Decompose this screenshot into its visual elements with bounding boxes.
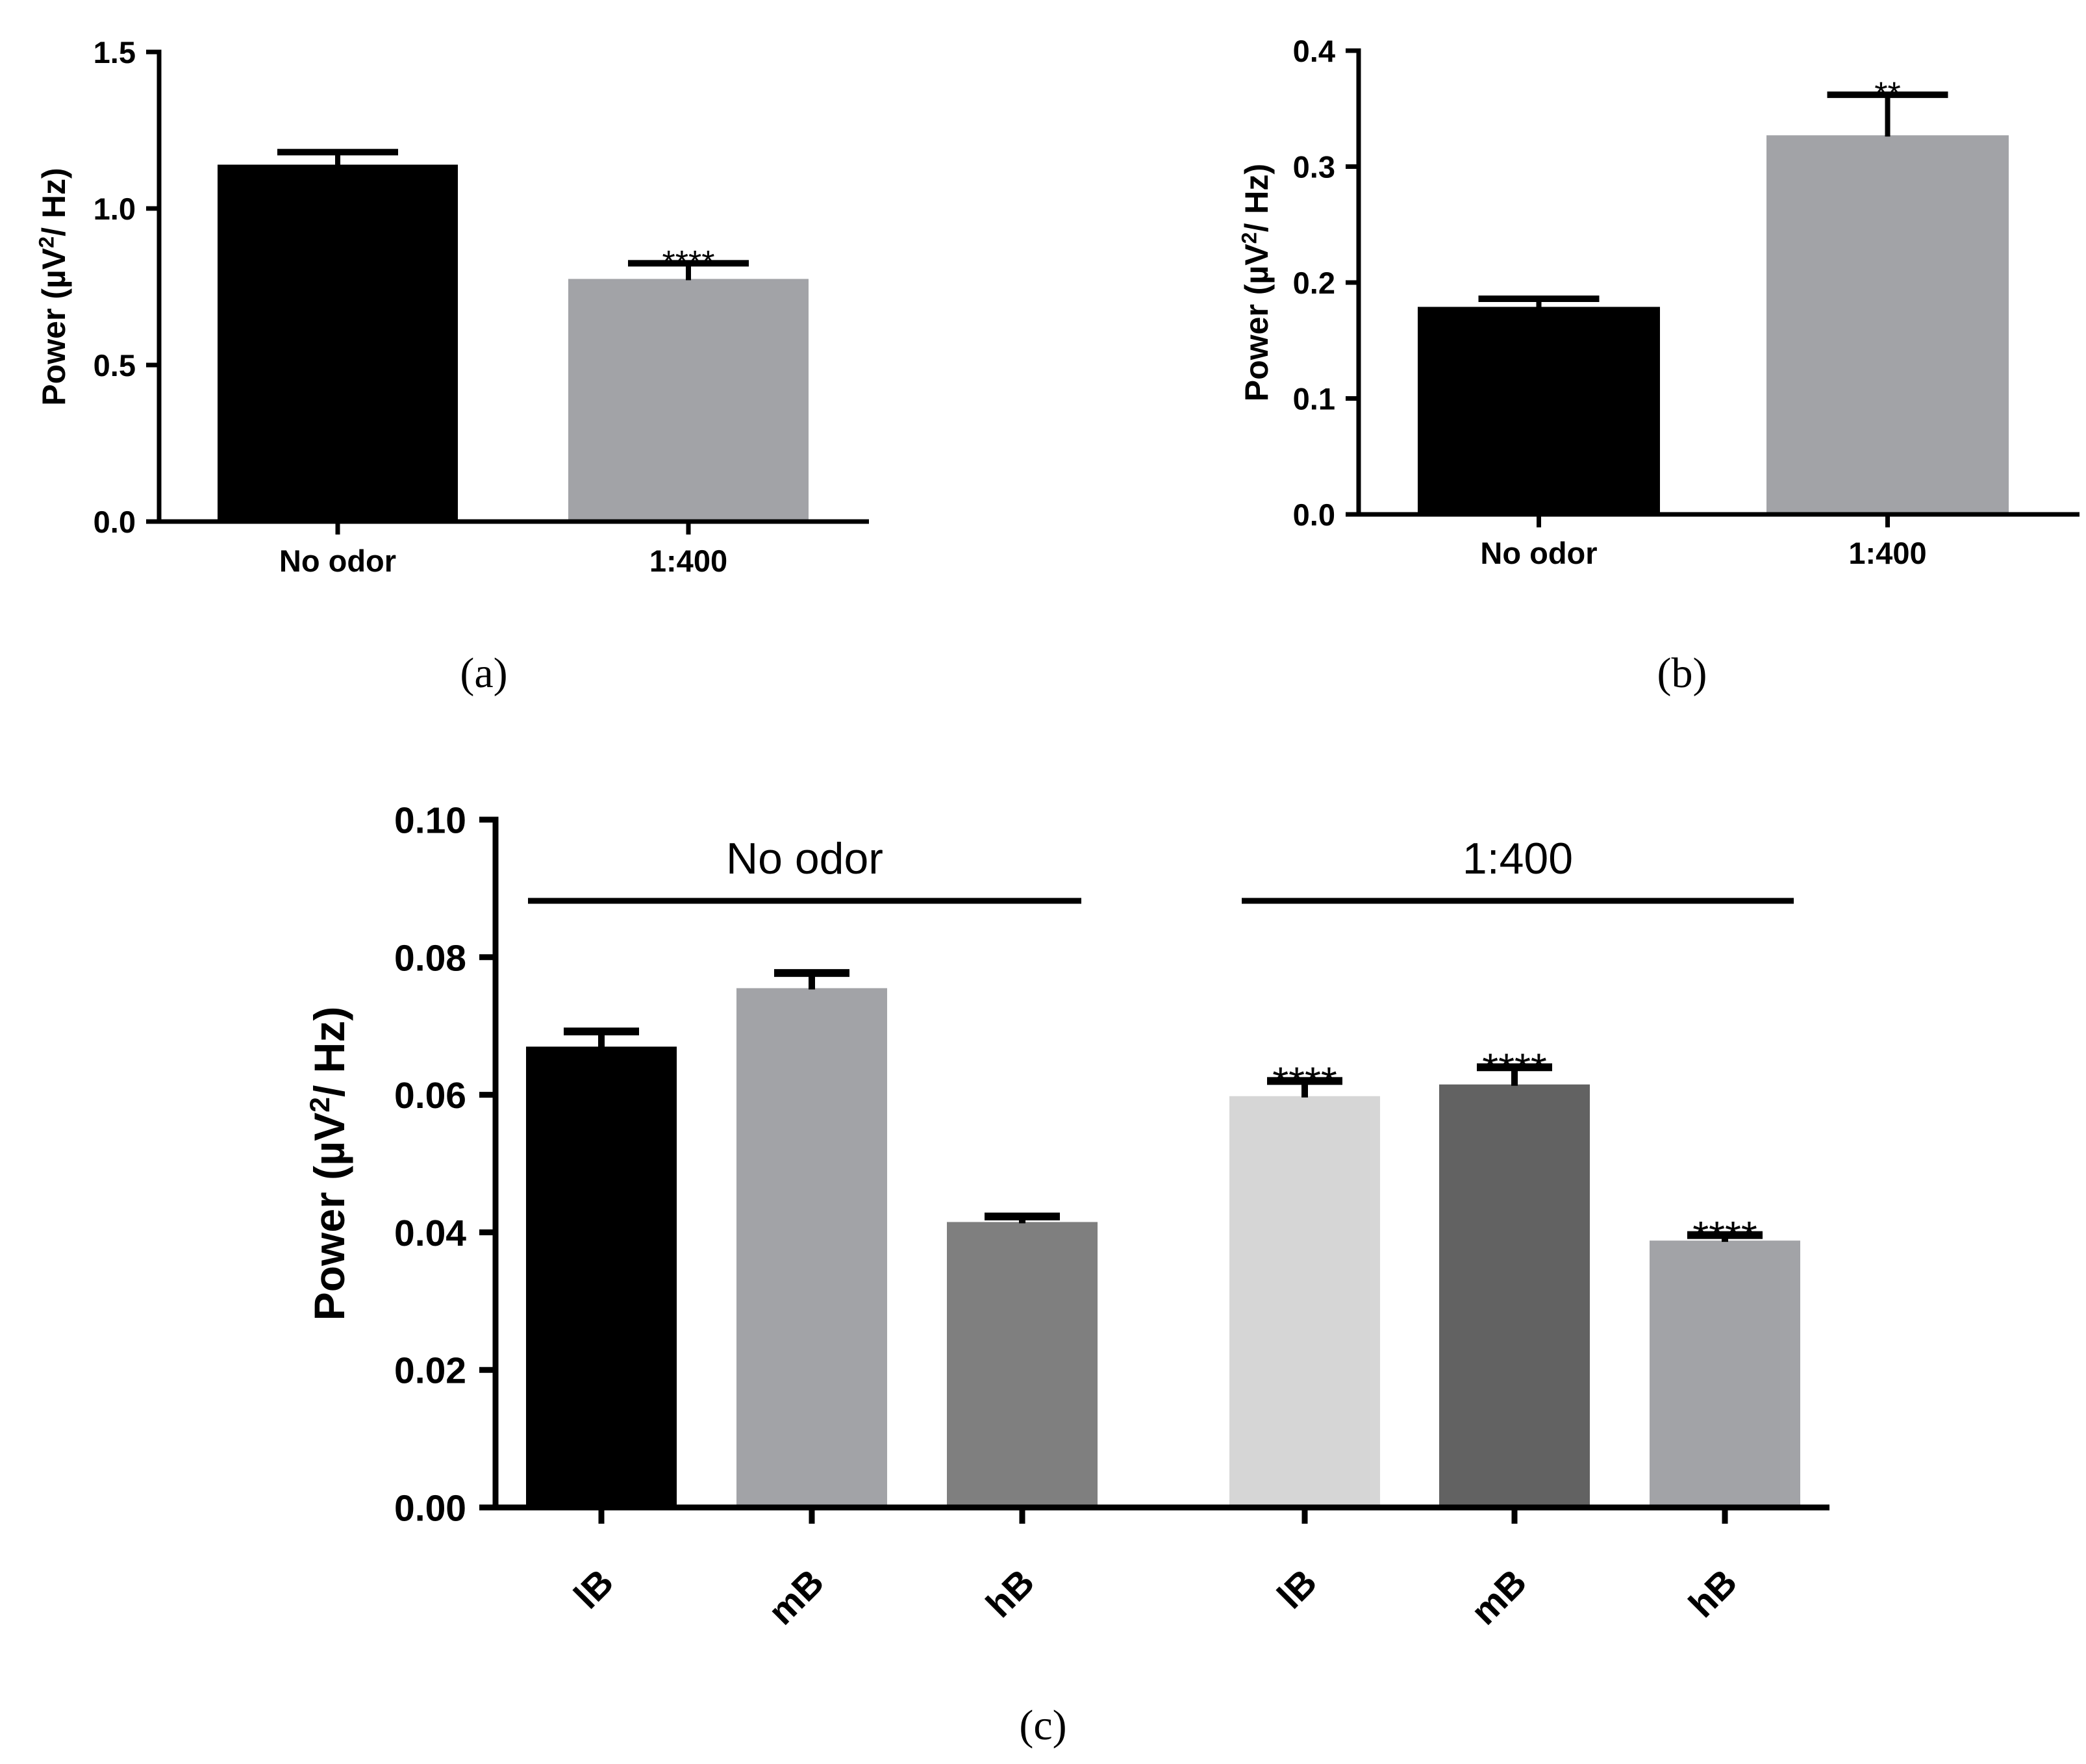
y-axis-label-sup: 2 — [35, 236, 58, 248]
bar-1 — [1418, 307, 1660, 514]
y-tick-label-2: 0.1 — [1293, 381, 1335, 416]
y-axis-label: Power (µV2/ Hz) — [35, 168, 73, 405]
significance-label-2: ** — [1874, 75, 1900, 113]
bar-1 — [526, 1046, 677, 1507]
y-tick-label-1: 0.00 — [394, 1488, 466, 1530]
x-tick-label-1: lB — [566, 1561, 622, 1617]
bar-3 — [947, 1222, 1098, 1507]
panel-caption: (a) — [460, 649, 507, 697]
y-tick-label-1: 0.0 — [1293, 498, 1335, 532]
panel-c-chart: **** **** **** 0.00 0.02 0.04 0.06 0.08 0.10 lB mB… — [305, 800, 1829, 1749]
bar-4 — [1229, 1096, 1380, 1507]
y-tick-label-3: 0.2 — [1293, 266, 1335, 300]
panel-b-chart: ** 0.0 0.1 0.2 0.3 0.4 No odor 1:400 Power (µV2/… — [1238, 34, 2080, 697]
y-axis-label-suffix: / Hz) — [1238, 164, 1275, 233]
x-tick-label-2: 1:400 — [1848, 536, 1926, 570]
y-tick-label-2: 0.02 — [394, 1350, 466, 1392]
bar-5 — [1439, 1084, 1590, 1507]
group-label-2: 1:400 — [1463, 834, 1573, 883]
x-tick-label-1: No odor — [1480, 536, 1597, 570]
y-tick-label-4: 0.3 — [1293, 149, 1335, 184]
significance-label-2: **** — [662, 244, 715, 282]
x-tick-label-1: No odor — [279, 544, 396, 578]
y-tick-label-4: 1.5 — [94, 35, 136, 69]
x-tick-label-2: mB — [760, 1561, 832, 1633]
x-tick-label-6: hB — [1681, 1561, 1745, 1626]
x-tick-label-4: lB — [1270, 1561, 1326, 1617]
group-label-1: No odor — [726, 834, 883, 883]
y-axis-label-prefix: Power (µV — [1238, 244, 1275, 401]
y-axis-label-sup: 2 — [305, 1097, 336, 1113]
y-tick-label-4: 0.06 — [394, 1075, 466, 1116]
bar-2 — [1766, 135, 2009, 514]
bar-2 — [736, 988, 887, 1507]
y-axis-label-prefix: Power (µV — [305, 1113, 353, 1320]
bar-6 — [1650, 1241, 1800, 1507]
y-tick-label-3: 0.04 — [394, 1213, 466, 1254]
significance-label-4: **** — [1272, 1059, 1337, 1105]
y-tick-label-3: 1.0 — [94, 192, 136, 226]
x-tick-label-2: 1:400 — [649, 544, 727, 578]
significance-label-6: **** — [1692, 1213, 1757, 1259]
y-axis-label-prefix: Power (µV — [36, 247, 72, 405]
y-axis-label-suffix: / Hz) — [305, 1007, 353, 1097]
y-tick-label-1: 0.0 — [94, 505, 136, 539]
panel-caption: (c) — [1019, 1702, 1066, 1749]
y-axis-label-sup: 2 — [1238, 232, 1261, 244]
bar-1 — [218, 164, 458, 522]
y-axis-label: Power (µV2/ Hz) — [1238, 164, 1275, 401]
panel-a-chart: **** 0.0 0.5 1.0 1.5 No odor 1:400 Power (µV2/ … — [35, 35, 869, 697]
y-tick-label-5: 0.08 — [394, 937, 466, 979]
bar-2 — [568, 279, 809, 522]
x-tick-label-3: hB — [978, 1561, 1042, 1626]
y-axis-label-suffix: / Hz) — [36, 168, 72, 236]
panel-caption: (b) — [1657, 649, 1707, 697]
y-tick-label-6: 0.10 — [394, 800, 466, 842]
y-tick-label-2: 0.5 — [94, 348, 136, 383]
significance-label-5: **** — [1482, 1044, 1547, 1091]
y-axis-label: Power (µV2/ Hz) — [305, 1007, 353, 1321]
x-tick-label-5: mB — [1463, 1561, 1535, 1633]
y-tick-label-5: 0.4 — [1293, 34, 1335, 68]
